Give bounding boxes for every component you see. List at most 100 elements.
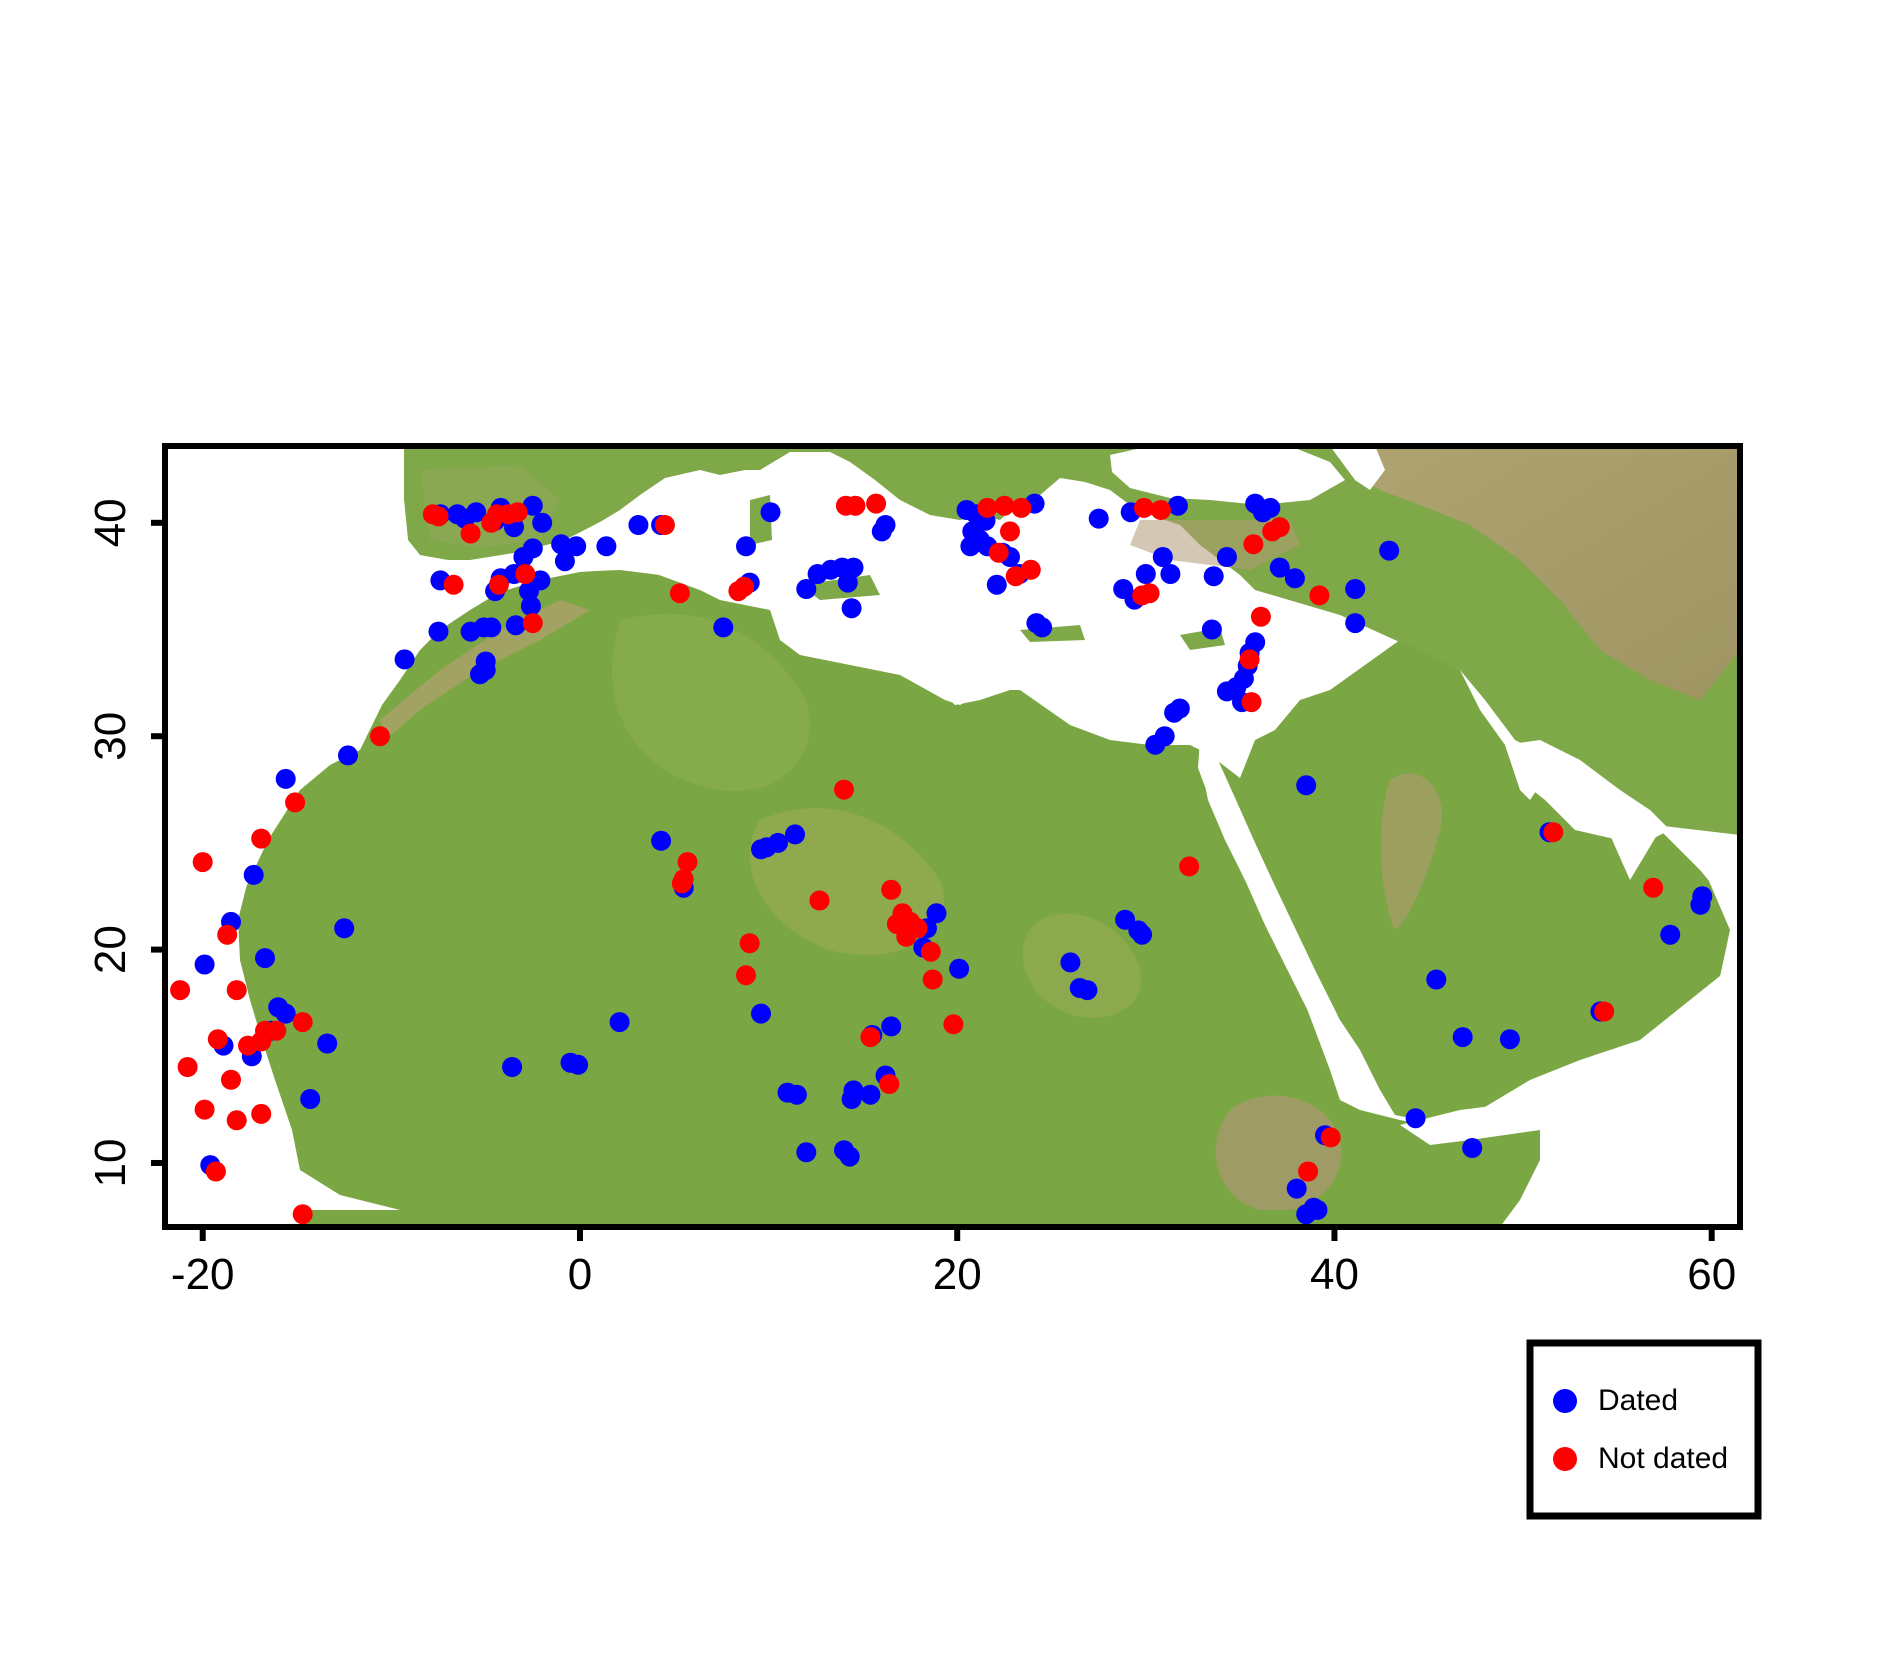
not-dated-point bbox=[192, 852, 213, 873]
not-dated-point bbox=[1543, 822, 1564, 843]
dated-point bbox=[628, 515, 649, 535]
dated-point bbox=[760, 502, 781, 523]
not-dated-point bbox=[1139, 583, 1160, 604]
not-dated-point bbox=[488, 574, 509, 595]
not-dated-point bbox=[1005, 566, 1026, 587]
dated-point bbox=[194, 954, 215, 975]
dated-point bbox=[785, 824, 805, 845]
not-dated-point bbox=[515, 564, 536, 584]
not-dated-point bbox=[292, 1012, 313, 1033]
not-dated-point bbox=[1239, 649, 1260, 670]
dated-point bbox=[609, 1012, 630, 1033]
not-dated-point bbox=[845, 495, 866, 516]
not-dated-point bbox=[221, 1069, 241, 1090]
dated-point bbox=[1269, 557, 1290, 578]
dated-point bbox=[1260, 497, 1281, 518]
not-dated-point bbox=[292, 1204, 313, 1225]
dated-point bbox=[860, 1084, 881, 1105]
dated-point bbox=[1452, 1027, 1473, 1048]
not-dated-point bbox=[460, 523, 481, 544]
not-dated-point bbox=[866, 493, 887, 514]
dated-point bbox=[841, 1089, 862, 1109]
dated-point bbox=[300, 1089, 321, 1109]
y-axis: 10 20 30 40 bbox=[86, 498, 165, 1187]
dated-point bbox=[1405, 1108, 1426, 1129]
not-dated-point bbox=[205, 1161, 226, 1182]
not-dated-point bbox=[1320, 1127, 1341, 1148]
dated-point bbox=[532, 512, 553, 533]
not-dated-point bbox=[809, 890, 830, 911]
not-dated-point bbox=[920, 941, 941, 962]
not-dated-point bbox=[1298, 1161, 1319, 1182]
dated-point bbox=[1060, 952, 1081, 973]
legend: Dated Not dated bbox=[1526, 1339, 1762, 1520]
not-dated-point bbox=[671, 873, 692, 894]
not-dated-point bbox=[1179, 856, 1200, 877]
dated-point bbox=[949, 958, 970, 979]
dated-point bbox=[1379, 540, 1400, 561]
not-dated-point bbox=[860, 1027, 881, 1048]
dated-point bbox=[926, 903, 947, 924]
dated-point bbox=[505, 615, 526, 636]
dated-point bbox=[881, 1016, 902, 1037]
x-tick-label: 0 bbox=[568, 1250, 592, 1299]
not-dated-point bbox=[266, 1020, 287, 1041]
not-dated-point bbox=[285, 792, 306, 813]
not-dated-point bbox=[507, 502, 528, 523]
dated-point bbox=[796, 579, 817, 599]
not-dated-point bbox=[1241, 692, 1262, 713]
not-dated-point bbox=[226, 980, 247, 1001]
legend-not-dated-swatch bbox=[1553, 1447, 1577, 1471]
points-layer bbox=[170, 493, 1713, 1225]
x-tick-label: -20 bbox=[171, 1250, 235, 1299]
dated-point bbox=[1088, 508, 1109, 529]
x-axis: -20 0 20 40 60 bbox=[171, 1227, 1736, 1299]
not-dated-point bbox=[1011, 497, 1032, 518]
dated-point bbox=[243, 864, 264, 885]
dated-point bbox=[1345, 613, 1366, 634]
dated-point bbox=[1345, 579, 1366, 599]
not-dated-point bbox=[881, 879, 902, 900]
y-tick-label: 40 bbox=[86, 498, 135, 547]
not-dated-point bbox=[1000, 521, 1020, 542]
dated-point bbox=[786, 1084, 807, 1105]
dated-point bbox=[317, 1033, 338, 1054]
y-tick-label: 10 bbox=[86, 1139, 135, 1188]
dated-point bbox=[466, 502, 487, 523]
dated-point bbox=[554, 551, 575, 572]
dated-point bbox=[551, 534, 572, 555]
dated-point bbox=[1164, 702, 1185, 723]
dated-point bbox=[1216, 681, 1237, 702]
dated-point bbox=[513, 547, 534, 567]
dated-point bbox=[568, 1054, 589, 1075]
dated-point bbox=[1307, 1199, 1328, 1220]
not-dated-point bbox=[1243, 534, 1264, 555]
x-tick-label: 60 bbox=[1687, 1250, 1736, 1299]
not-dated-point bbox=[522, 613, 543, 634]
dated-point bbox=[1216, 547, 1237, 567]
not-dated-point bbox=[370, 726, 390, 747]
not-dated-point bbox=[251, 1103, 272, 1124]
dated-point bbox=[751, 1003, 771, 1024]
legend-dated-label: Dated bbox=[1598, 1384, 1678, 1417]
dated-point bbox=[1132, 924, 1153, 945]
dated-point bbox=[1499, 1029, 1520, 1050]
dated-point bbox=[1167, 495, 1188, 516]
legend-dated-swatch bbox=[1553, 1389, 1577, 1413]
legend-not-dated-label: Not dated bbox=[1598, 1442, 1728, 1475]
not-dated-point bbox=[734, 576, 755, 597]
dated-point bbox=[338, 745, 358, 766]
dated-point bbox=[519, 581, 539, 602]
not-dated-point bbox=[943, 1014, 964, 1035]
dated-point bbox=[843, 557, 864, 578]
not-dated-point bbox=[217, 924, 238, 945]
not-dated-point bbox=[1134, 497, 1154, 518]
not-dated-point bbox=[1643, 877, 1664, 898]
not-dated-point bbox=[1309, 585, 1330, 606]
dated-point bbox=[428, 621, 449, 642]
not-dated-point bbox=[177, 1057, 198, 1077]
not-dated-point bbox=[654, 515, 675, 535]
dated-point bbox=[713, 617, 734, 638]
not-dated-point bbox=[443, 574, 464, 595]
dated-point bbox=[1145, 734, 1166, 755]
